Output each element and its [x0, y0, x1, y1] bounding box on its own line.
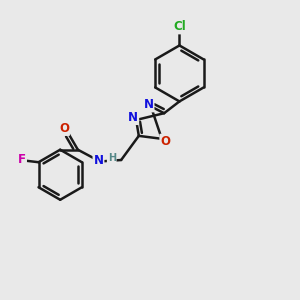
Text: N: N	[143, 98, 154, 111]
Text: N: N	[94, 154, 103, 166]
Text: F: F	[18, 153, 26, 167]
Text: H: H	[108, 153, 116, 163]
Text: O: O	[59, 122, 69, 135]
Text: O: O	[160, 135, 170, 148]
Text: N: N	[128, 111, 138, 124]
Text: Cl: Cl	[173, 20, 186, 33]
